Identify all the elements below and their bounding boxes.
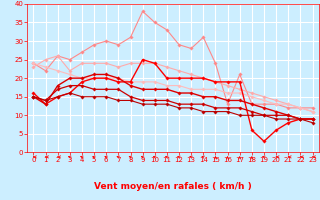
X-axis label: Vent moyen/en rafales ( km/h ): Vent moyen/en rafales ( km/h ) — [94, 182, 252, 191]
